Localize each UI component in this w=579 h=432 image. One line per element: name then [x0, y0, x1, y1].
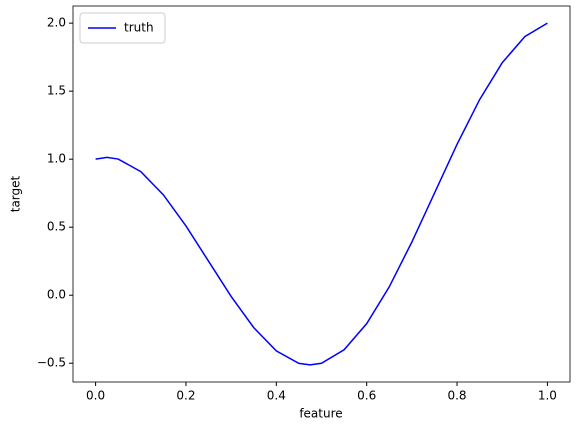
y-tick-label: 1.0 [47, 152, 66, 166]
x-tick-label: 0.6 [357, 389, 376, 403]
y-tick-label: 0.5 [47, 220, 66, 234]
x-tick-label: 0.4 [267, 389, 286, 403]
plot-frame [72, 5, 571, 383]
data-line [95, 22, 548, 366]
y-tick-label: −0.5 [37, 356, 66, 370]
x-tick-label: 1.0 [538, 389, 557, 403]
y-axis-label: target [9, 175, 23, 212]
y-tick-label: 0.0 [47, 288, 66, 302]
x-tick-label: 0.8 [447, 389, 466, 403]
x-tick-label: 0.0 [86, 389, 105, 403]
y-tick-label: 2.0 [47, 16, 66, 30]
x-tick-label: 0.2 [176, 389, 195, 403]
legend-label: truth [124, 21, 154, 35]
x-axis-label: feature [299, 407, 342, 421]
y-tick-label: 1.5 [47, 84, 66, 98]
legend-box [79, 12, 166, 44]
